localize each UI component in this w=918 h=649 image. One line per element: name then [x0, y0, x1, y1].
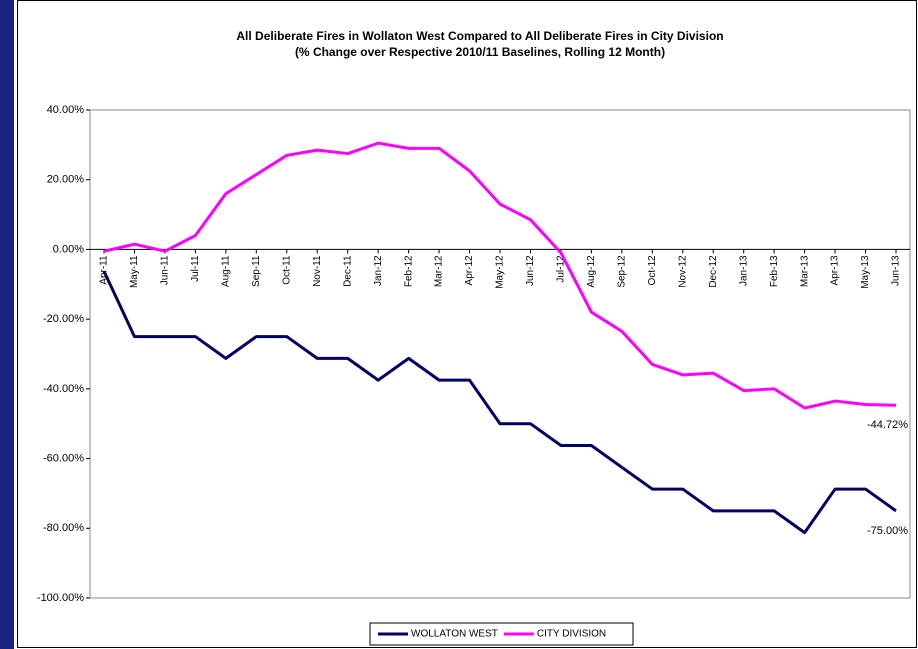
y-tick-label: 0.00% [53, 243, 84, 255]
plot-area [89, 109, 911, 599]
chart-subtitle: (% Change over Respective 2010/11 Baseli… [295, 45, 665, 59]
x-tick-label: Mar-12 [434, 255, 445, 287]
x-tick-label: Jan-13 [738, 255, 749, 286]
side-strip [0, 0, 14, 649]
x-tick-label: May-11 [129, 255, 140, 288]
x-tick-label: Feb-12 [403, 255, 414, 287]
data-label: -75.00% [867, 525, 908, 537]
data-label: -44.72% [867, 419, 908, 431]
x-tick-label: Mar-13 [799, 255, 810, 287]
chart-frame [17, 0, 917, 648]
y-tick-label: -60.00% [43, 452, 84, 464]
x-tick-label: Aug-11 [220, 255, 231, 287]
x-tick-label: Feb-13 [769, 255, 780, 287]
x-tick-label: Jan-12 [373, 255, 384, 286]
y-tick-label: -40.00% [43, 383, 84, 395]
y-tick-label: -80.00% [43, 522, 84, 534]
x-tick-label: Sep-11 [251, 255, 262, 287]
x-tick-label: Nov-12 [677, 255, 688, 288]
x-tick-label: Jun-13 [891, 255, 902, 286]
legend-label: WOLLATON WEST [411, 629, 498, 640]
y-tick-label: -20.00% [43, 313, 84, 325]
legend-label: CITY DIVISION [537, 629, 606, 640]
x-tick-label: Nov-11 [312, 255, 323, 287]
x-tick-label: Sep-12 [616, 255, 627, 288]
x-tick-label: Jul-12 [556, 255, 567, 283]
x-tick-label: Dec-11 [342, 255, 353, 287]
series-line [103, 141, 897, 410]
chart-title: All Deliberate Fires in Wollaton West Co… [236, 29, 723, 43]
x-tick-label: May-13 [860, 255, 871, 289]
x-tick-label: Jun-12 [525, 255, 536, 286]
x-tick-label: Oct-12 [647, 255, 658, 285]
x-tick-label: Oct-11 [281, 255, 292, 285]
x-tick-label: Jun-11 [160, 255, 171, 285]
y-tick-label: 40.00% [47, 104, 85, 116]
x-tick-label: Jul-11 [190, 255, 201, 282]
x-tick-label: Dec-12 [708, 255, 719, 288]
y-tick-label: 20.00% [47, 174, 85, 186]
x-tick-label: May-12 [495, 255, 506, 289]
x-tick-label: Aug-12 [586, 255, 597, 288]
y-tick-label: -100.00% [37, 592, 84, 604]
legend-box [369, 622, 634, 646]
x-tick-label: Apr-12 [464, 255, 475, 285]
x-tick-label: Apr-13 [830, 255, 841, 285]
series-line [102, 270, 897, 535]
x-tick-label: Apr-11 [99, 255, 110, 285]
